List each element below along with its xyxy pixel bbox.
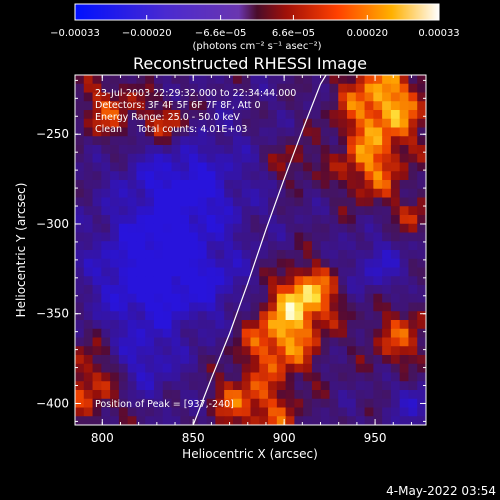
colorbar xyxy=(74,3,440,21)
colorbar-tick-label: 6.6e−05 xyxy=(272,28,315,39)
colorbar-tick-label: −0.00033 xyxy=(50,28,100,39)
chart-title: Reconstructed RHESSI Image xyxy=(133,54,367,73)
annotation-energy-range: Energy Range: 25.0 - 50.0 keV xyxy=(95,112,240,123)
colorbar-tick-label: 0.00033 xyxy=(418,28,459,39)
peak-position-label: Position of Peak = [937,-240] xyxy=(95,399,234,410)
x-tick-label: 950 xyxy=(364,431,387,445)
y-tick-label: −300 xyxy=(36,217,69,231)
y-tick-label: −400 xyxy=(36,396,69,410)
x-tick-label: 900 xyxy=(273,431,296,445)
x-tick-label: 850 xyxy=(182,431,205,445)
y-tick-label: −350 xyxy=(36,307,69,321)
annotation-detectors: Detectors: 3F 4F 5F 6F 7F 8F, Att 0 xyxy=(95,100,261,111)
heatmap-image xyxy=(75,75,426,425)
colorbar-tick-label: −0.00020 xyxy=(122,28,172,39)
plot-frame xyxy=(74,74,427,426)
colorbar-tick-label: 0.00020 xyxy=(347,28,388,39)
y-axis-label: Heliocentric Y (arcsec) xyxy=(14,183,28,318)
x-axis-label: Heliocentric X (arcsec) xyxy=(182,447,318,461)
colorbar-ticks: −0.00033 −0.00020 −6.6e−05 6.6e−05 0.00020 0.… xyxy=(50,15,460,39)
colorbar-tick-label: −6.6e−05 xyxy=(195,28,247,39)
annotation-time-range: 23-Jul-2003 22:29:32.000 to 22:34:44.000 xyxy=(95,88,296,99)
solar-limb-curve xyxy=(192,75,327,425)
y-tick-label: −250 xyxy=(36,127,69,141)
colorbar-unit-label: (photons cm⁻² s⁻¹ asec⁻²) xyxy=(192,41,321,52)
x-tick-label: 800 xyxy=(91,431,114,445)
footer-timestamp: 4-May-2022 03:54 xyxy=(386,484,496,498)
annotation-total-counts: Clean Total counts: 4.01E+03 xyxy=(95,124,247,135)
axis-ticks: 800 850 900 950 −250 −300 −350 −400 xyxy=(36,75,426,445)
